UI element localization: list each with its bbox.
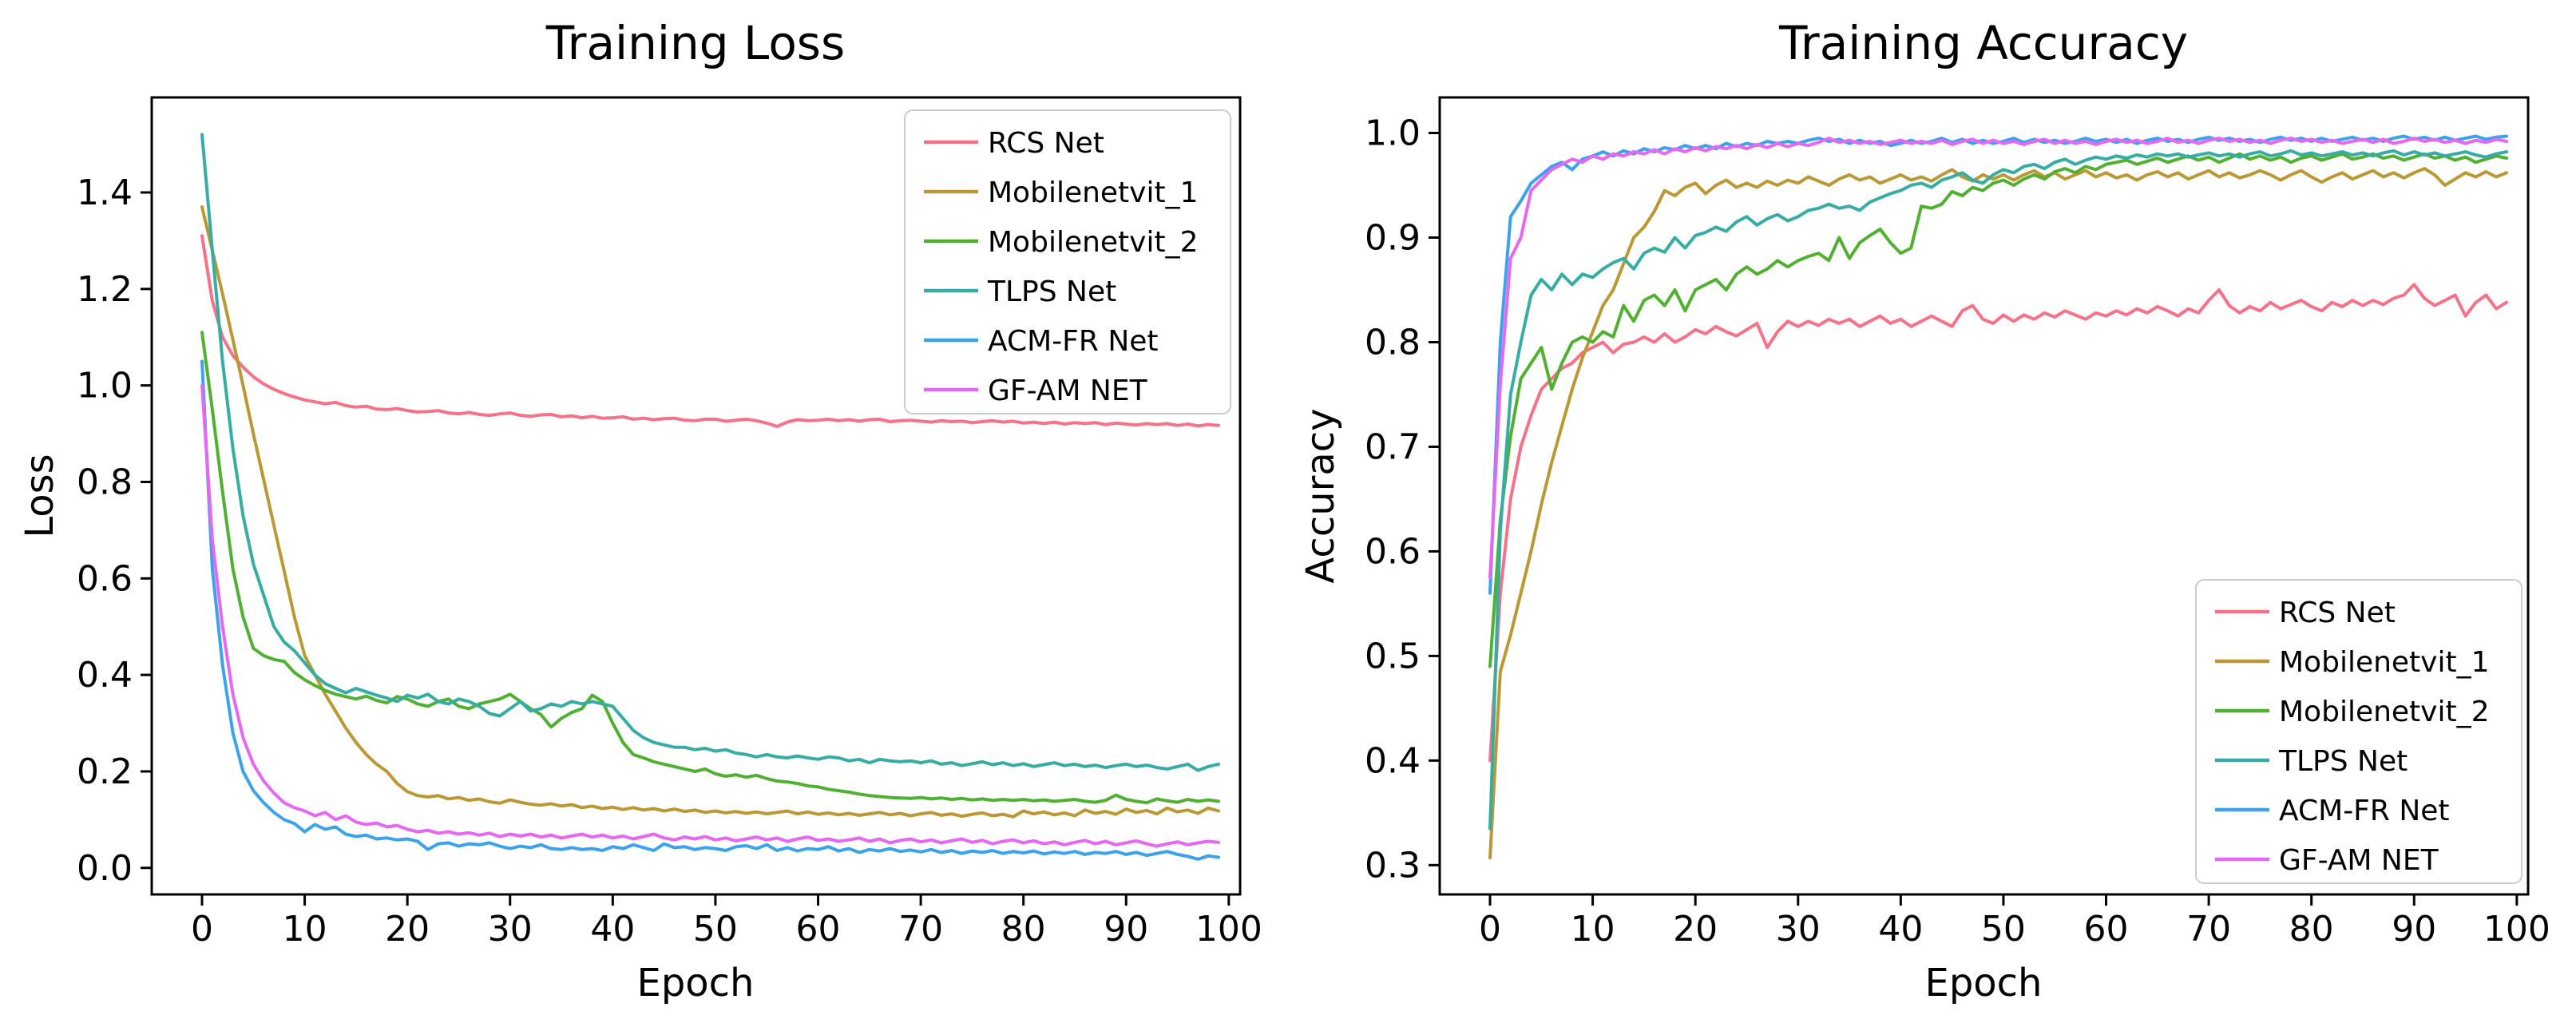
legend-label: ACM-FR Net: [988, 325, 1159, 358]
legend-item-gf-am-net: GF-AM NET: [2215, 844, 2439, 877]
legend-item-acm-fr-net: ACM-FR Net: [924, 325, 1159, 358]
axes-frame: [1438, 96, 2530, 896]
y-tick-label: 1.4: [77, 172, 133, 213]
loss-chart-title: Training Loss: [545, 16, 846, 70]
y-tick-label: 0.7: [1365, 426, 1421, 467]
accuracy-y-axis-label: Accuracy: [1298, 408, 1343, 583]
series-line-tlps-net: [200, 133, 1220, 772]
legend: RCS Net Mobilenetvit_1 Mobilenetvit_2 TLPS …: [904, 109, 1231, 414]
legend-label: TLPS Net: [987, 276, 1116, 308]
x-tick-label: 50: [693, 909, 738, 950]
x-tick-label: 30: [488, 909, 533, 950]
legend-item-tlps-net: TLPS Net: [2215, 745, 2408, 778]
x-tick-label: 20: [385, 909, 430, 950]
legend-item-rcs-net: RCS Net: [2215, 597, 2396, 629]
legend-item-mobilenetvit-2: Mobilenetvit_2: [924, 226, 1199, 259]
series-line-tlps-net: [1488, 149, 2508, 831]
legend-item-mobilenetvit-1: Mobilenetvit_1: [2215, 646, 2490, 679]
y-tick-label: 0.9: [1365, 218, 1421, 259]
legend-label: Mobilenetvit_2: [988, 226, 1199, 259]
x-tick-label: 40: [590, 909, 635, 950]
y-tick-label: 0.6: [77, 558, 133, 599]
training-accuracy-chart: 0 10 20 30 40 50 60 70 80 90 100 0.3 0.4 0.5 0.6 0.7 0.8…: [1298, 16, 2550, 1005]
series-line-rcs-net: [1488, 283, 2508, 763]
accuracy-x-axis-label: Epoch: [1925, 961, 2043, 1005]
x-tick-label: 100: [1195, 909, 1262, 950]
y-tick-label: 0.4: [77, 655, 133, 696]
x-tick-label: 80: [1001, 909, 1046, 950]
x-tick-label: 70: [2186, 909, 2231, 950]
y-tick-label: 1.0: [1365, 113, 1421, 154]
y-tick-label: 1.2: [77, 269, 133, 310]
legend-item-tlps-net: TLPS Net: [924, 276, 1116, 308]
training-loss-chart: 0 10 20 30 40 50 60 70 80 90 100 0.0 0.2 0.4 0.6 0.8 1.0…: [18, 16, 1262, 1005]
series-line-mobilenetvit-1: [200, 205, 1220, 819]
legend: RCS Net Mobilenetvit_1 Mobilenetvit_2 TLPS …: [2195, 579, 2522, 884]
x-tick-label: 30: [1776, 909, 1821, 950]
accuracy-chart-title: Training Accuracy: [1778, 16, 2188, 70]
legend-item-mobilenetvit-2: Mobilenetvit_2: [2215, 696, 2490, 728]
x-tick-label: 90: [2392, 909, 2436, 950]
accuracy-plot-area: 0 10 20 30 40 50 60 70 80 90 100 0.3 0.4 0.5 0.6 0.7 0.8…: [1365, 96, 2550, 950]
x-tick-label: 50: [1981, 909, 2026, 950]
x-tick-label: 10: [283, 909, 327, 950]
axes-frame: [150, 96, 1242, 896]
y-tick-label: 0.4: [1365, 740, 1421, 781]
legend-item-rcs-net: RCS Net: [924, 127, 1104, 160]
y-tick-label: 0.8: [77, 462, 133, 502]
x-tick-label: 0: [1479, 909, 1501, 950]
series-line-mobilenetvit-2: [1488, 152, 2508, 668]
legend-label: Mobilenetvit_1: [2279, 646, 2490, 679]
legend-label: RCS Net: [2279, 597, 2396, 629]
x-tick-label: 60: [2084, 909, 2129, 950]
series-line-acm-fr-net: [1488, 134, 2508, 595]
legend-box: [2195, 579, 2522, 884]
x-tick-label: 80: [2289, 909, 2334, 950]
loss-x-axis-label: Epoch: [637, 961, 755, 1005]
x-tick-label: 0: [191, 909, 213, 950]
legend-label: Mobilenetvit_1: [988, 176, 1199, 209]
x-tick-label: 100: [2483, 909, 2550, 950]
series-line-gf-am-net: [200, 383, 1220, 848]
legend-label: TLPS Net: [2278, 745, 2408, 778]
series-line-mobilenetvit-1: [1488, 167, 2508, 860]
loss-y-axis-label: Loss: [18, 454, 62, 537]
series-line-rcs-net: [200, 234, 1220, 428]
loss-plot-area: 0 10 20 30 40 50 60 70 80 90 100 0.0 0.2 0.4 0.6 0.8 1.0…: [77, 96, 1262, 950]
y-tick-label: 1.0: [77, 366, 133, 406]
legend-item-mobilenetvit-1: Mobilenetvit_1: [924, 176, 1199, 209]
y-tick-label: 0.2: [77, 751, 133, 792]
legend-label: GF-AM NET: [2279, 844, 2439, 877]
x-tick-label: 40: [1878, 909, 1923, 950]
x-tick-label: 70: [898, 909, 943, 950]
legend-box: [904, 109, 1231, 414]
y-tick-label: 0.0: [77, 848, 133, 889]
x-tick-label: 60: [796, 909, 841, 950]
legend-label: Mobilenetvit_2: [2279, 696, 2490, 728]
legend-label: GF-AM NET: [988, 375, 1148, 407]
x-tick-label: 90: [1104, 909, 1148, 950]
x-tick-label: 10: [1571, 909, 1615, 950]
legend-item-acm-fr-net: ACM-FR Net: [2215, 795, 2450, 827]
series-line-gf-am-net: [1488, 137, 2508, 580]
series-line-acm-fr-net: [200, 359, 1220, 861]
x-tick-label: 20: [1673, 909, 1718, 950]
legend-label: RCS Net: [988, 127, 1104, 160]
legend-label: ACM-FR Net: [2279, 795, 2450, 827]
series-line-mobilenetvit-2: [200, 331, 1220, 805]
y-tick-label: 0.5: [1365, 636, 1421, 676]
legend-item-gf-am-net: GF-AM NET: [924, 375, 1148, 407]
y-tick-label: 0.8: [1365, 322, 1421, 363]
y-tick-label: 0.6: [1365, 531, 1421, 572]
y-tick-label: 0.3: [1365, 845, 1421, 886]
